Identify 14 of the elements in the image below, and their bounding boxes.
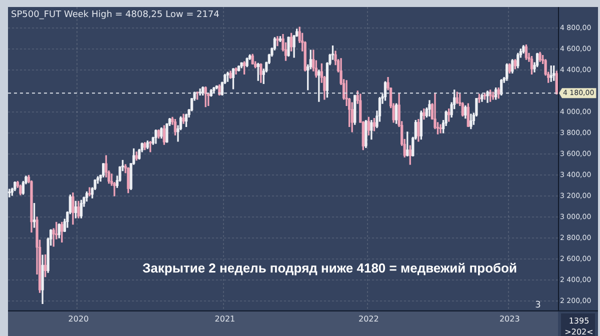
x-tick-label: 2021 [214,314,236,324]
chart-title: SP500_FUT Week High = 4808,25 Low = 2174 [11,10,220,20]
annotation: 3 [535,300,541,310]
x-tick-label: 2022 [358,314,379,324]
text: >202< [564,327,594,336]
candlestick [88,187,91,196]
text: 1395 [568,316,590,326]
x-tick-label: 2023 [499,314,520,324]
candlestick [318,70,320,102]
candlestick [276,36,279,46]
candlestick [492,92,494,100]
x-tick-label: 2020 [68,314,89,324]
annotation: Закрытие 2 недель подряд ниже 4180 = медвежий пробой [142,260,517,276]
candlestick [439,124,442,134]
